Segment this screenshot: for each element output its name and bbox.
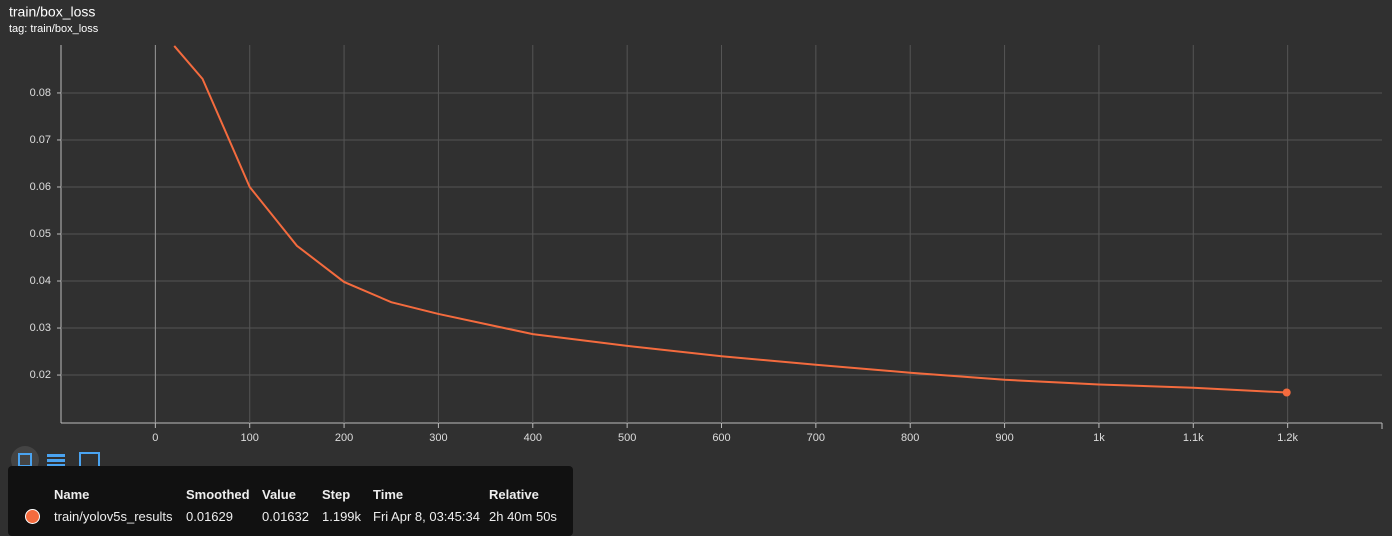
menu-icon	[47, 464, 65, 467]
x-tick-label: 1.1k	[1183, 432, 1204, 444]
series-line	[173, 45, 1287, 394]
tooltip-cell: train/yolov5s_results	[54, 509, 173, 524]
tooltip-cell: 2h 40m 50s	[489, 509, 557, 524]
x-tick-label: 500	[618, 432, 636, 444]
y-tick-label: 0.07	[30, 134, 51, 146]
x-tick-label: 400	[524, 432, 542, 444]
x-tick-label: 0	[152, 432, 158, 444]
y-tick-label: 0.03	[30, 322, 51, 334]
y-tick-label: 0.04	[30, 275, 51, 287]
menu-icon[interactable]	[47, 454, 65, 457]
y-tick-label: 0.05	[30, 228, 51, 240]
tooltip-cell: 0.01629	[186, 509, 233, 524]
chart-title: train/box_loss	[9, 4, 95, 20]
tooltip-cell: 1.199k	[322, 509, 362, 524]
x-tick-label: 300	[429, 432, 447, 444]
x-tick-label: 900	[995, 432, 1013, 444]
end-point	[1282, 388, 1291, 397]
y-tick-label: 0.08	[30, 87, 51, 99]
x-tick-label: 600	[712, 432, 730, 444]
tooltip: Name Smoothed Value Step Time Relative train/y…	[8, 466, 573, 536]
x-tick-label: 700	[807, 432, 825, 444]
y-tick-label: 0.06	[30, 181, 51, 193]
tooltip-cell: Fri Apr 8, 03:45:34	[373, 509, 480, 524]
x-tick-label: 800	[901, 432, 919, 444]
tooltip-header: Step	[322, 487, 351, 502]
x-tick-label: 1k	[1093, 432, 1105, 444]
tooltip-header: Smoothed	[186, 487, 250, 502]
y-tick-label: 0.02	[30, 369, 51, 381]
menu-icon	[47, 459, 65, 462]
tooltip-header: Relative	[489, 487, 539, 502]
tooltip-cell: 0.01632	[262, 509, 309, 524]
x-tick-label: 1.2k	[1277, 432, 1298, 444]
tooltip-header: Value	[262, 487, 296, 502]
tooltip-header: Time	[373, 487, 404, 502]
x-tick-label: 100	[241, 432, 259, 444]
x-tick-label: 200	[335, 432, 353, 444]
series-swatch	[25, 509, 40, 524]
tooltip-header: Name	[54, 487, 90, 502]
chart-subtitle: tag: train/box_loss	[9, 23, 99, 35]
